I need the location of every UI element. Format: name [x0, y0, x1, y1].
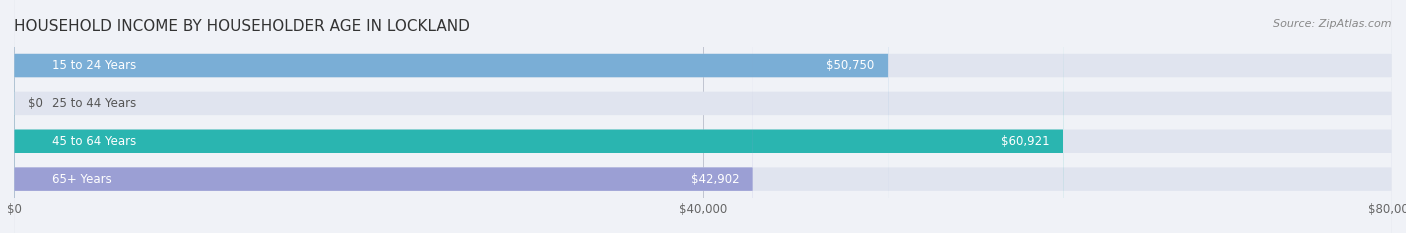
FancyBboxPatch shape [14, 0, 1392, 233]
Text: $50,750: $50,750 [827, 59, 875, 72]
Text: $60,921: $60,921 [1001, 135, 1049, 148]
Text: $42,902: $42,902 [690, 173, 740, 186]
FancyBboxPatch shape [14, 0, 1392, 233]
Text: 15 to 24 Years: 15 to 24 Years [52, 59, 136, 72]
Text: Source: ZipAtlas.com: Source: ZipAtlas.com [1274, 19, 1392, 29]
Text: 25 to 44 Years: 25 to 44 Years [52, 97, 136, 110]
FancyBboxPatch shape [14, 0, 1063, 233]
FancyBboxPatch shape [14, 0, 1392, 233]
FancyBboxPatch shape [14, 0, 754, 233]
Text: $0: $0 [28, 97, 42, 110]
Text: HOUSEHOLD INCOME BY HOUSEHOLDER AGE IN LOCKLAND: HOUSEHOLD INCOME BY HOUSEHOLDER AGE IN L… [14, 19, 470, 34]
FancyBboxPatch shape [14, 0, 1392, 233]
Text: 45 to 64 Years: 45 to 64 Years [52, 135, 136, 148]
FancyBboxPatch shape [14, 0, 889, 233]
Text: 65+ Years: 65+ Years [52, 173, 111, 186]
